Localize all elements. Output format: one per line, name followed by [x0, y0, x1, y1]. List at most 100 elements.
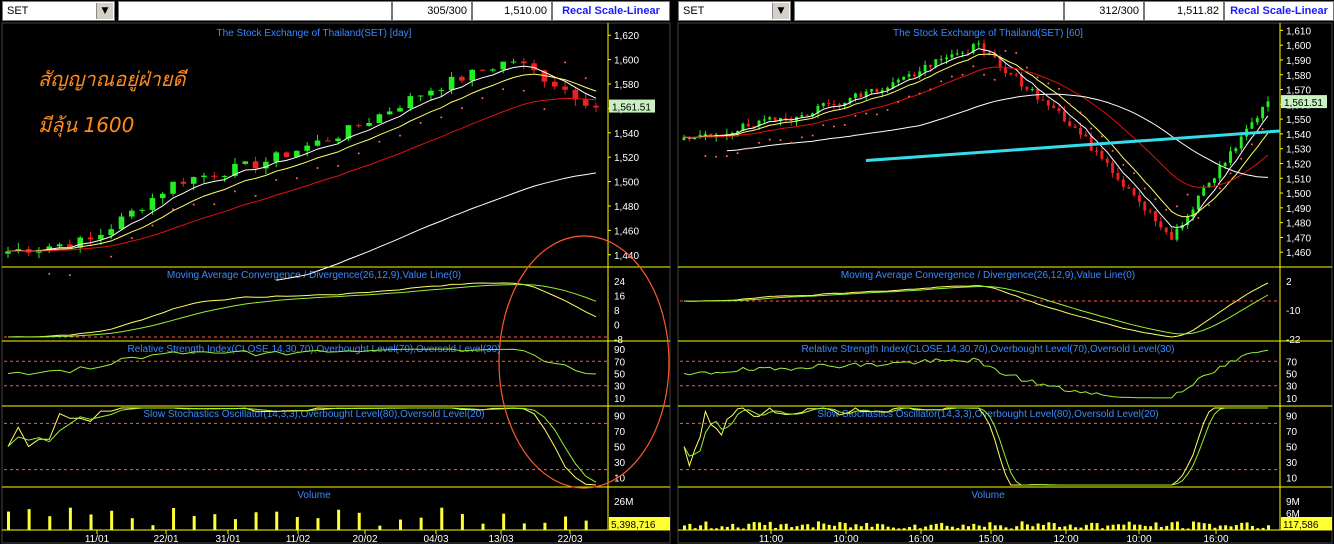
volume-bar — [1149, 526, 1153, 530]
volume-bar — [481, 523, 485, 530]
volume-bar — [151, 525, 155, 530]
candle-body — [811, 113, 815, 116]
candle-body — [1202, 187, 1206, 196]
candle-body — [912, 74, 916, 77]
sar-dot — [1154, 198, 1157, 201]
volume-bar — [886, 526, 890, 530]
macd-signal-line — [7, 283, 597, 338]
volume-bar — [522, 523, 526, 530]
chevron-down-icon[interactable]: ▼ — [772, 3, 789, 19]
candle-body — [800, 115, 804, 117]
rsi-tick-label: 10 — [614, 394, 626, 405]
candle-body — [304, 145, 310, 151]
date-label: 11:00 — [759, 534, 784, 544]
candle-body — [821, 103, 825, 106]
candle-body — [923, 64, 927, 72]
right-counter: 312/300 — [1064, 1, 1144, 21]
candle-body — [859, 93, 863, 98]
annotation-target-text: มีลุ้น 1600 — [38, 113, 134, 138]
candle-body — [1111, 162, 1115, 174]
candle-body — [1261, 106, 1265, 119]
last-price-box — [609, 99, 655, 113]
left-symbol-select[interactable]: SET ▼ — [2, 1, 115, 21]
volume-bar — [827, 524, 831, 530]
left-toolbar: SET ▼ 305/300 1,510.00 Recal Scale-Linea… — [0, 0, 672, 22]
volume-bar — [934, 523, 938, 530]
candle-body — [789, 118, 793, 121]
ma-line-trend — [726, 93, 1269, 178]
volume-bar — [715, 528, 719, 530]
sar-dot — [584, 77, 587, 80]
candle-body — [1127, 187, 1131, 189]
candle-body — [1052, 105, 1056, 109]
candle-body — [562, 86, 568, 90]
sar-dot — [130, 237, 133, 240]
volume-bar — [1095, 523, 1099, 530]
sar-dot — [1090, 127, 1093, 130]
sar-dot — [1186, 193, 1189, 196]
volume-bar — [875, 523, 879, 530]
left-recal-button[interactable]: Recal Scale-Linear — [552, 1, 670, 21]
ma-line-long — [683, 66, 1269, 188]
volume-bar — [1122, 524, 1126, 530]
sar-dot — [1004, 49, 1007, 52]
candle-body — [77, 237, 83, 248]
volume-bar — [929, 524, 933, 530]
volume-bar — [130, 518, 134, 530]
volume-last-box — [1281, 517, 1332, 530]
sar-dot — [481, 97, 484, 100]
sar-dot — [68, 274, 71, 277]
volume-bar — [378, 525, 382, 530]
volume-bar — [1047, 522, 1051, 530]
candle-body — [67, 244, 73, 248]
sar-dot — [172, 208, 175, 211]
sar-dot — [295, 177, 298, 180]
volume-bar — [956, 528, 960, 530]
candle-body — [118, 216, 125, 230]
volume-bar — [752, 522, 756, 530]
candle-body — [736, 130, 740, 134]
sar-dot — [736, 152, 739, 155]
sar-dot — [704, 154, 707, 157]
volume-bar — [1250, 525, 1254, 530]
sar-dot — [854, 114, 857, 117]
candle-body — [703, 133, 707, 135]
volume-bar — [1229, 526, 1233, 530]
macd-tick-label: 0 — [614, 321, 620, 332]
volume-bar — [1197, 522, 1201, 530]
candle-body — [1100, 150, 1104, 159]
candle-body — [1196, 195, 1200, 210]
volume-bar — [295, 517, 299, 530]
volume-title: Volume — [297, 490, 331, 501]
volume-bar — [357, 512, 361, 530]
price-tick-label: 1,600 — [614, 56, 639, 67]
rsi-tick-label: 30 — [614, 382, 626, 393]
candle-body — [593, 105, 599, 108]
candle-body — [221, 175, 228, 177]
sar-dot — [1036, 76, 1039, 79]
right-symbol-select[interactable]: SET ▼ — [678, 1, 791, 21]
price-chart-title: The Stock Exchange of Thailand(SET) [60] — [893, 28, 1083, 39]
sar-dot — [378, 140, 381, 143]
candle-body — [902, 76, 906, 80]
volume-bar — [731, 523, 735, 530]
right-recal-button[interactable]: Recal Scale-Linear — [1224, 1, 1334, 21]
candle-body — [1121, 179, 1125, 188]
volume-bar — [502, 513, 506, 530]
volume-bar — [806, 524, 810, 530]
price-tick-label: 1,600 — [1286, 41, 1311, 52]
candle-body — [1212, 178, 1216, 184]
panel-frame — [1, 22, 671, 544]
candle-body — [5, 251, 11, 254]
sar-dot — [316, 166, 319, 169]
candle-body — [438, 89, 445, 91]
sar-dot — [151, 224, 154, 227]
volume-bar — [1240, 522, 1244, 530]
candle-body — [479, 69, 486, 71]
volume-bar — [1036, 523, 1040, 530]
volume-bar — [1186, 528, 1190, 530]
price-tick-label: 1,520 — [1286, 159, 1311, 170]
volume-last-box — [609, 517, 670, 530]
chevron-down-icon[interactable]: ▼ — [96, 3, 113, 19]
volume-bar — [316, 518, 320, 530]
